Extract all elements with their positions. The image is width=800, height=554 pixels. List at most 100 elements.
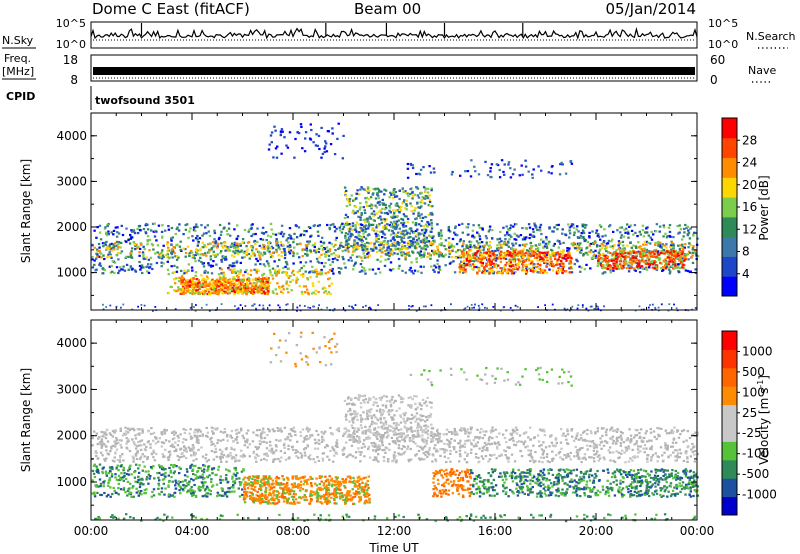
echo-cell bbox=[200, 253, 203, 256]
echo-cell bbox=[621, 240, 625, 243]
echo-cell bbox=[280, 255, 283, 258]
echo-cell bbox=[618, 226, 622, 229]
echo-cell bbox=[433, 239, 436, 242]
echo-cell bbox=[150, 243, 154, 246]
echo-cell bbox=[185, 281, 188, 284]
echo-cell bbox=[222, 255, 226, 258]
echo-cell bbox=[166, 260, 169, 263]
echo-cell bbox=[403, 245, 407, 248]
velocity-cell bbox=[127, 427, 130, 430]
echo-cell bbox=[447, 255, 451, 258]
echo-cell bbox=[188, 284, 192, 287]
echo-cell bbox=[497, 264, 500, 267]
echo-cell bbox=[432, 268, 435, 271]
echo-cell bbox=[229, 286, 232, 289]
echo-cell bbox=[657, 256, 660, 259]
echo-cell bbox=[666, 250, 669, 253]
echo-cell bbox=[664, 261, 667, 264]
velocity-cell bbox=[615, 438, 619, 441]
velocity-cell bbox=[255, 460, 258, 463]
echo-cell bbox=[490, 262, 493, 265]
velocity-cell bbox=[184, 438, 188, 441]
echo-cell bbox=[503, 163, 506, 166]
power-y-axis-label: Slant Range [km] bbox=[19, 159, 33, 263]
echo-cell bbox=[266, 283, 270, 286]
echo-cell bbox=[271, 247, 275, 250]
echo-cell bbox=[267, 264, 271, 268]
echo-cell bbox=[423, 202, 427, 205]
echo-cell bbox=[352, 199, 355, 202]
echo-cell bbox=[408, 254, 411, 257]
echo-cell bbox=[521, 227, 524, 230]
echo-cell bbox=[389, 248, 392, 251]
echo-cell bbox=[378, 244, 381, 247]
echo-cell bbox=[142, 253, 145, 256]
velocity-cell bbox=[225, 460, 228, 463]
echo-cell bbox=[268, 304, 271, 307]
echo-cell bbox=[499, 257, 503, 260]
echo-cell bbox=[667, 226, 671, 229]
echo-cell bbox=[229, 234, 232, 237]
echo-cell bbox=[392, 226, 395, 229]
velocity-cell bbox=[297, 456, 300, 459]
nave-bottom-tick: 0 bbox=[710, 73, 718, 87]
echo-cell bbox=[614, 251, 617, 254]
echo-cell bbox=[531, 269, 534, 272]
velocity-cell bbox=[314, 447, 317, 450]
echo-cell bbox=[515, 238, 518, 241]
echo-cell bbox=[369, 247, 373, 250]
echo-cell bbox=[511, 242, 514, 245]
echo-cell bbox=[174, 289, 177, 292]
echo-cell bbox=[219, 288, 223, 291]
echo-cell bbox=[253, 291, 256, 294]
echo-cell bbox=[309, 260, 312, 263]
echo-cell bbox=[471, 253, 475, 256]
echo-cell bbox=[374, 204, 377, 207]
echo-cell bbox=[649, 236, 652, 239]
echo-cell bbox=[347, 233, 350, 236]
echo-cell bbox=[275, 156, 279, 159]
echo-cell bbox=[385, 224, 388, 227]
echo-cell bbox=[349, 256, 352, 259]
echo-cell bbox=[467, 223, 470, 226]
echo-cell bbox=[415, 243, 419, 246]
echo-cell bbox=[270, 131, 274, 134]
echo-cell bbox=[452, 245, 456, 248]
echo-cell bbox=[384, 208, 387, 211]
echo-cell bbox=[395, 202, 399, 205]
echo-cell bbox=[530, 250, 533, 253]
echo-cell bbox=[197, 242, 200, 245]
echo-cell bbox=[292, 252, 295, 255]
velocity-cell bbox=[543, 430, 546, 433]
velocity-cell bbox=[693, 453, 696, 456]
velocity-cell bbox=[258, 442, 262, 445]
echo-cell bbox=[191, 291, 194, 294]
echo-cell bbox=[302, 285, 306, 288]
velocity-cell bbox=[201, 455, 205, 458]
echo-cell bbox=[534, 244, 537, 247]
echo-cell bbox=[188, 251, 192, 254]
echo-cell bbox=[282, 247, 286, 251]
echo-cell bbox=[177, 256, 180, 259]
echo-cell bbox=[323, 291, 326, 294]
echo-cell bbox=[325, 150, 329, 153]
echo-cell bbox=[136, 246, 139, 250]
echo-cell bbox=[580, 236, 583, 239]
echo-cell bbox=[131, 236, 134, 239]
echo-cell bbox=[418, 223, 421, 226]
echo-cell bbox=[186, 290, 189, 293]
velocity-cell bbox=[132, 456, 135, 459]
echo-cell bbox=[101, 242, 105, 245]
echo-cell bbox=[111, 260, 114, 263]
echo-cell bbox=[351, 229, 354, 232]
echo-cell bbox=[478, 235, 481, 238]
echo-cell bbox=[595, 245, 599, 248]
echo-cell bbox=[416, 240, 419, 244]
velocity-cell bbox=[434, 460, 438, 463]
echo-cell bbox=[465, 263, 468, 267]
velocity-cell bbox=[664, 444, 667, 447]
echo-cell bbox=[434, 251, 438, 255]
echo-cell bbox=[250, 234, 253, 238]
echo-cell bbox=[181, 283, 185, 286]
echo-cell bbox=[505, 261, 509, 264]
